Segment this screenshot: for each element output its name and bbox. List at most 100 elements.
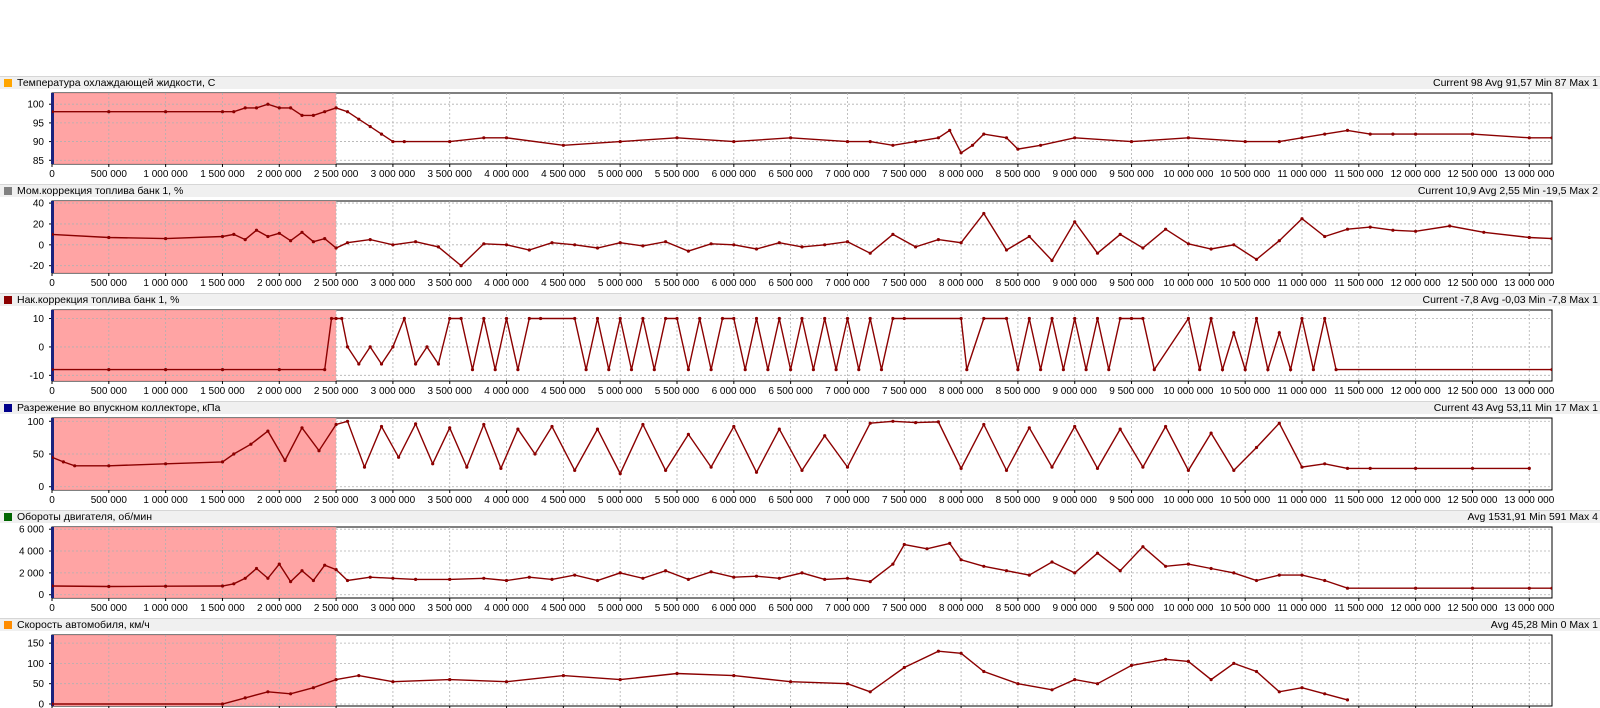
x-tick-label: 2 500 000 — [314, 278, 359, 289]
data-point — [1016, 147, 1020, 151]
series-line — [52, 650, 1348, 705]
data-point — [1004, 316, 1009, 321]
cursor-marker[interactable] — [51, 201, 54, 273]
data-point — [232, 582, 236, 586]
highlighted-selection-region[interactable] — [52, 635, 337, 706]
data-point — [402, 140, 406, 144]
data-point — [595, 246, 600, 250]
data-point — [902, 316, 906, 321]
chart-header: Скорость автомобиля, км/ч Avg 45,28 Min 0… — [0, 618, 1600, 631]
series-color-swatch — [4, 621, 12, 629]
data-point — [300, 426, 304, 430]
data-point — [891, 143, 895, 147]
data-point — [789, 368, 793, 372]
data-point — [1232, 571, 1236, 575]
data-point — [641, 576, 645, 580]
data-point — [959, 151, 963, 155]
data-point — [652, 368, 656, 372]
data-point — [1129, 316, 1134, 321]
x-tick-label: 1 500 000 — [200, 169, 245, 180]
data-point — [482, 422, 486, 427]
x-tick-label: 12 000 000 — [1391, 169, 1441, 180]
x-tick-label: 7 000 000 — [825, 278, 870, 289]
data-point — [482, 136, 486, 140]
data-point — [811, 368, 816, 372]
cursor-marker[interactable] — [51, 527, 54, 598]
data-point — [345, 241, 350, 245]
chart-panel-map-vacuum: Разрежение во впускном коллекторе, кПа Cu… — [0, 401, 1600, 510]
data-point — [1414, 132, 1418, 136]
cursor-marker[interactable] — [51, 635, 54, 706]
data-point — [52, 584, 54, 588]
data-point — [1277, 421, 1281, 425]
y-tick-label: 10 — [33, 314, 45, 325]
data-point — [891, 316, 895, 321]
data-point — [732, 674, 736, 678]
x-tick-label: 4 500 000 — [541, 495, 586, 506]
data-point — [425, 345, 429, 349]
chart-panel-rpm: Обороты двигателя, об/мин Avg 1531,91 Min… — [0, 510, 1600, 618]
data-point — [1345, 466, 1350, 470]
data-point — [459, 316, 463, 321]
data-point — [232, 232, 236, 236]
cursor-marker[interactable] — [51, 93, 54, 164]
data-point — [391, 680, 395, 684]
data-point — [1118, 569, 1122, 573]
data-point — [914, 140, 918, 144]
data-point — [1527, 586, 1531, 590]
x-tick-label: 10 000 000 — [1163, 495, 1213, 506]
data-point — [709, 242, 713, 246]
data-point — [311, 578, 315, 583]
data-point — [948, 128, 952, 132]
x-tick-label: 8 500 000 — [996, 603, 1041, 614]
data-point — [1527, 466, 1531, 470]
data-point — [561, 143, 566, 147]
data-point — [868, 316, 872, 321]
data-point — [52, 702, 54, 706]
x-tick-label: 12 000 000 — [1391, 278, 1441, 289]
data-point — [431, 462, 435, 466]
data-point — [982, 211, 986, 216]
data-point — [1323, 316, 1327, 321]
data-point — [777, 427, 781, 431]
chart-title: Скорость автомобиля, км/ч — [17, 619, 150, 631]
chart-panel-speed: Скорость автомобиля, км/ч Avg 45,28 Min 0… — [0, 618, 1600, 708]
data-point — [254, 228, 259, 232]
data-point — [732, 424, 736, 429]
cursor-marker[interactable] — [51, 418, 54, 490]
chart-header: Мом.коррекция топлива банк 1, % Current 1… — [0, 184, 1600, 197]
data-point — [1300, 136, 1304, 140]
data-point — [1095, 551, 1100, 555]
data-point — [664, 240, 668, 244]
series-color-swatch — [4, 404, 12, 412]
highlighted-selection-region[interactable] — [52, 310, 337, 381]
highlighted-selection-region[interactable] — [52, 93, 337, 164]
y-tick-label: 0 — [38, 240, 44, 251]
data-point — [595, 578, 600, 583]
data-point — [1345, 128, 1350, 132]
data-point — [982, 132, 986, 136]
highlighted-selection-region[interactable] — [52, 527, 337, 598]
x-tick-label: 500 000 — [91, 603, 128, 614]
data-point — [470, 368, 475, 372]
cursor-marker[interactable] — [51, 310, 54, 381]
data-point — [573, 468, 577, 472]
data-point — [754, 247, 759, 251]
data-point — [357, 362, 361, 366]
data-point — [368, 238, 372, 242]
data-point — [220, 368, 225, 372]
data-point — [607, 368, 611, 372]
data-point — [277, 106, 281, 110]
series-points — [52, 541, 1552, 590]
x-tick-label: 2 000 000 — [257, 169, 302, 180]
data-point — [1198, 368, 1202, 372]
data-point — [868, 140, 872, 144]
data-point — [845, 465, 850, 469]
data-point — [698, 316, 702, 321]
